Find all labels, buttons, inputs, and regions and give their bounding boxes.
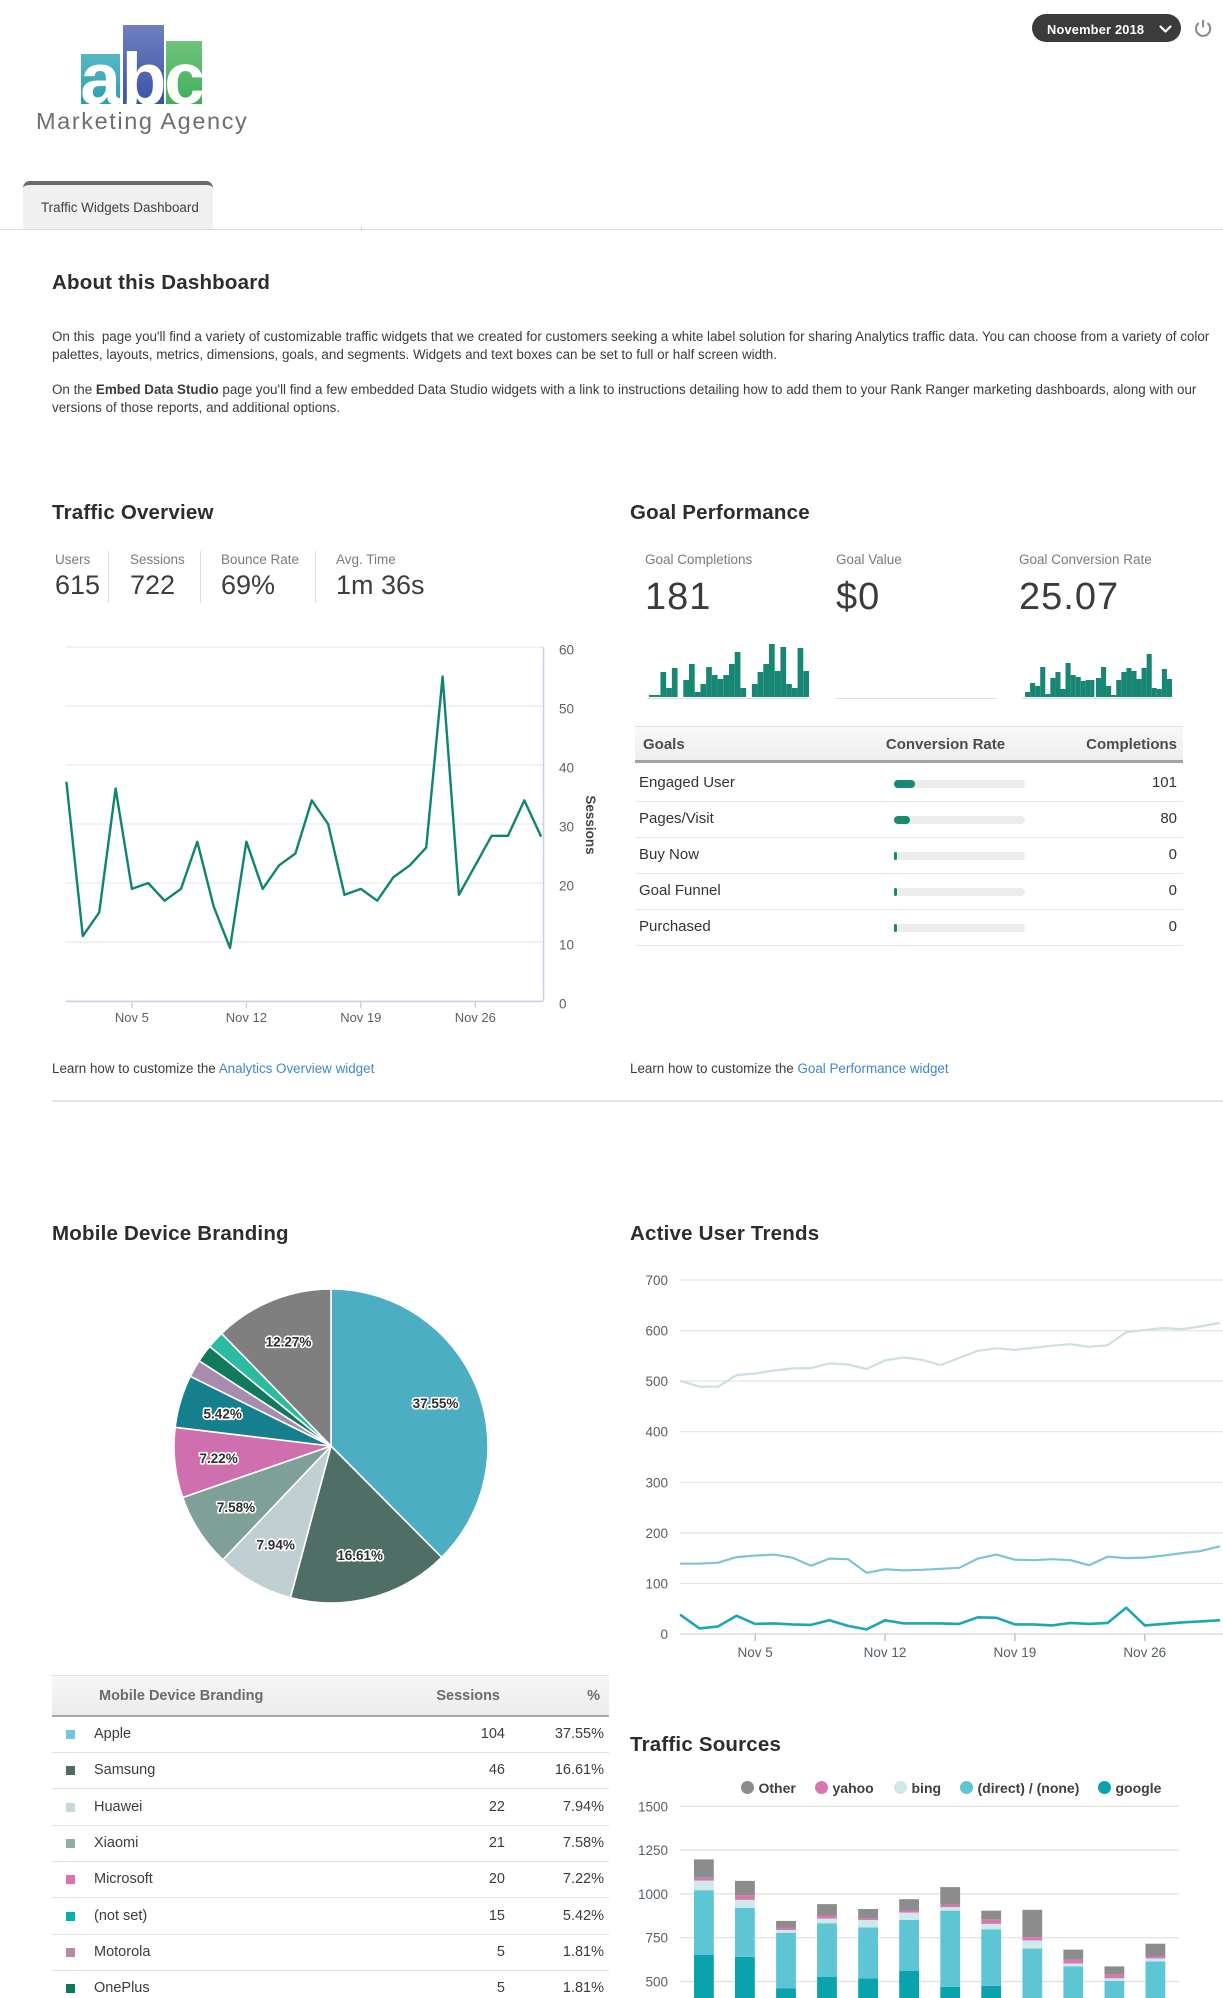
svg-text:60: 60: [559, 643, 574, 658]
svg-text:1500: 1500: [638, 1800, 668, 1814]
svg-text:0: 0: [660, 1627, 668, 1642]
svg-text:50: 50: [559, 702, 574, 717]
svg-text:300: 300: [645, 1475, 668, 1490]
svg-text:37.55%: 37.55%: [413, 1396, 459, 1411]
svg-text:Sessions: Sessions: [583, 795, 598, 854]
svg-text:b: b: [122, 39, 167, 120]
svg-text:10: 10: [559, 938, 574, 953]
svg-text:1250: 1250: [638, 1843, 668, 1858]
svg-text:Nov 19: Nov 19: [340, 1010, 381, 1025]
svg-text:Nov 5: Nov 5: [115, 1010, 149, 1025]
svg-text:100: 100: [645, 1576, 668, 1591]
svg-text:Marketing Agency: Marketing Agency: [36, 108, 248, 134]
svg-text:16.61%: 16.61%: [337, 1548, 383, 1563]
svg-text:1000: 1000: [638, 1887, 668, 1902]
svg-text:750: 750: [645, 1931, 668, 1946]
svg-text:5.42%: 5.42%: [204, 1407, 242, 1422]
svg-text:Nov 19: Nov 19: [994, 1645, 1037, 1660]
svg-text:20: 20: [559, 879, 574, 894]
svg-text:7.22%: 7.22%: [199, 1451, 237, 1466]
svg-text:12.27%: 12.27%: [266, 1334, 312, 1349]
svg-text:Nov 26: Nov 26: [455, 1010, 496, 1025]
svg-text:40: 40: [559, 761, 574, 776]
svg-text:500: 500: [645, 1374, 668, 1389]
svg-text:600: 600: [645, 1324, 668, 1339]
svg-text:200: 200: [645, 1526, 668, 1541]
svg-text:30: 30: [559, 820, 574, 835]
svg-text:a: a: [80, 39, 122, 120]
svg-text:Nov 26: Nov 26: [1123, 1645, 1166, 1660]
svg-text:Nov 12: Nov 12: [226, 1010, 267, 1025]
svg-text:Nov 5: Nov 5: [738, 1645, 773, 1660]
svg-text:0: 0: [559, 997, 567, 1012]
svg-text:700: 700: [645, 1273, 668, 1288]
svg-text:c: c: [164, 39, 205, 120]
svg-text:400: 400: [645, 1425, 668, 1440]
svg-text:7.94%: 7.94%: [257, 1538, 295, 1553]
svg-text:Nov 12: Nov 12: [864, 1645, 907, 1660]
svg-text:500: 500: [645, 1975, 668, 1990]
svg-text:7.58%: 7.58%: [217, 1500, 255, 1515]
